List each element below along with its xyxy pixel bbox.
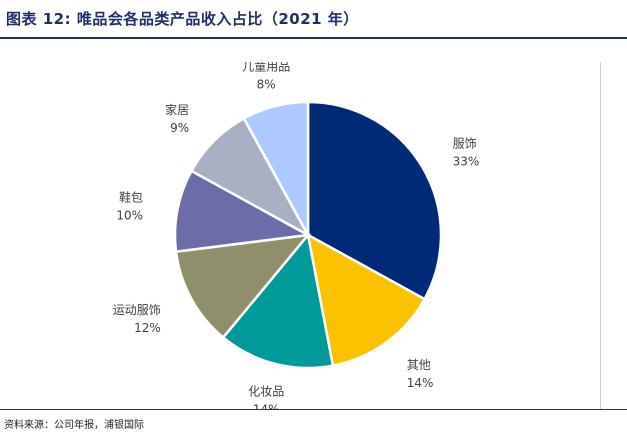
- slice-category-label: 化妆品: [248, 385, 284, 399]
- slice-value-label: 10%: [116, 209, 143, 223]
- slice-value-label: 12%: [134, 321, 161, 335]
- slice-value-label: 8%: [257, 77, 276, 91]
- pie-chart: 服饰 33% 其他 14% 化妆品 14% 运动服饰 12% 鞋包 10% 家居 9% 儿童用品 8%: [113, 62, 479, 409]
- slice-category-label: 服饰: [453, 137, 477, 151]
- slice-value-label: 33%: [453, 155, 480, 169]
- pie-slice-1: [306, 100, 443, 301]
- slice-category-label: 运动服饰: [113, 303, 161, 317]
- pie-slice-2: [306, 232, 427, 368]
- pie-slice-3: [221, 232, 335, 370]
- slice-category-label: 家居: [165, 102, 189, 117]
- slice-category-label: 鞋包: [119, 190, 143, 205]
- figure-title: 图表 12: 唯品会各品类产品收入占比（2021 年）: [6, 10, 359, 28]
- source-note: 资料来源：公司年报，浦银国际: [4, 420, 144, 431]
- slice-value-label: 14%: [407, 376, 434, 390]
- slice-category-label: 儿童用品: [242, 62, 290, 73]
- pie-slice-4: [174, 233, 311, 340]
- pie-slice-7: [242, 100, 310, 236]
- chart-area: 服饰 33% 其他 14% 化妆品 14% 运动服饰 12% 鞋包 10% 家居 9% 儿童用品 8%: [0, 62, 601, 409]
- slice-value-label: 9%: [170, 121, 189, 135]
- slice-category-label: 其他: [407, 358, 431, 372]
- pie-slice-5: [173, 169, 312, 254]
- pie-labels: 服饰 33% 其他 14% 化妆品 14% 运动服饰 12% 鞋包 10% 家居 9% 儿童用品 8%: [113, 62, 479, 409]
- title-divider: [0, 37, 627, 39]
- pie-slices: [173, 100, 443, 370]
- slice-value-label: 14%: [253, 403, 280, 409]
- source-divider: [0, 409, 627, 410]
